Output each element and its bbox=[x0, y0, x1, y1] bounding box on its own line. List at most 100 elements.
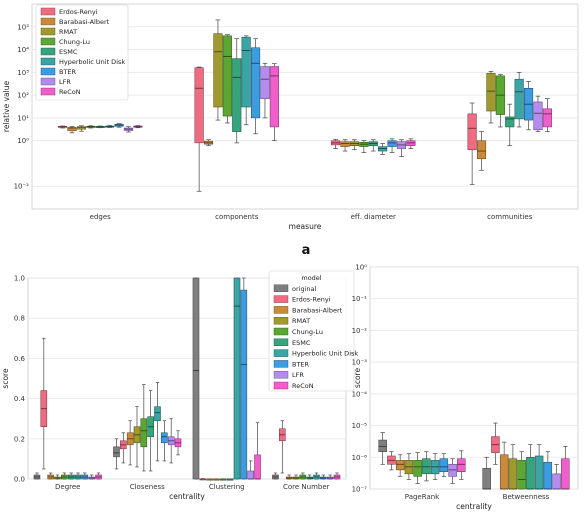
box-eff-diameter-barabasi-albert bbox=[340, 141, 350, 147]
box-components-rmat bbox=[213, 33, 223, 108]
box-betweenness-original bbox=[482, 468, 491, 490]
legend-label-erdos-renyi: Erdos-Renyi bbox=[59, 8, 98, 16]
box-closeness-original bbox=[113, 446, 120, 458]
box-communities-recon bbox=[542, 108, 552, 128]
x-tick-label-core-number: Core Number bbox=[283, 483, 330, 491]
legend-label-rmat: RMAT bbox=[59, 28, 77, 36]
y-tick-label: 10⁴ bbox=[17, 46, 29, 54]
x-tick-label-components: components bbox=[215, 213, 259, 221]
y-tick-label: 10¹ bbox=[17, 114, 29, 122]
box-pagerank-original bbox=[378, 439, 387, 452]
legend-swatch-erdos-renyi bbox=[40, 7, 56, 16]
box-closeness-hyperbolic-unit-disk bbox=[154, 406, 161, 421]
legend-label-recon: ReCoN bbox=[59, 88, 81, 96]
box-pagerank-barabasi-albert bbox=[395, 460, 405, 471]
legend-swatch-original bbox=[273, 284, 289, 292]
legend-swatch-chung-lu bbox=[273, 327, 289, 336]
legend-label-original: original bbox=[292, 285, 316, 293]
x-tick-label-eff-diameter: eff. diameter bbox=[351, 213, 396, 221]
x-axis-label: measure bbox=[289, 222, 322, 231]
box-pagerank-bter bbox=[439, 458, 449, 472]
y-tick-label: 10⁻¹ bbox=[352, 295, 368, 303]
box-pagerank-recon bbox=[457, 458, 466, 472]
box-clustering-recon bbox=[254, 454, 261, 480]
legend-swatch-recon bbox=[40, 87, 56, 96]
legend-swatch-rmat bbox=[273, 317, 289, 325]
y-tick-label: 10⁻⁶ bbox=[352, 454, 368, 462]
panel-b-legend bbox=[268, 270, 355, 392]
legend-label-chung-lu: Chung-Lu bbox=[59, 38, 90, 46]
panel-label-a: a bbox=[302, 243, 311, 258]
legend-label-esmc: ESMC bbox=[59, 48, 78, 56]
x-tick-label-communities: communities bbox=[487, 213, 533, 221]
box-edges-rmat bbox=[76, 126, 86, 130]
box-clustering-bter bbox=[240, 289, 248, 480]
box-clustering-hyperbolic-unit-disk bbox=[233, 277, 241, 480]
legend-swatch-hyperbolic-unit-disk bbox=[273, 349, 289, 357]
legend-label-lfr: LFR bbox=[59, 78, 71, 86]
y-tick-label: 10⁻² bbox=[14, 183, 30, 191]
box-edges-barabasi-albert bbox=[67, 127, 77, 132]
legend-label-hyperbolic-unit-disk: Hyperbolic Unit Disk bbox=[292, 350, 358, 358]
box-betweenness-lfr bbox=[552, 473, 561, 490]
box-pagerank-esmc bbox=[422, 458, 431, 475]
box-components-chung-lu bbox=[222, 35, 232, 117]
box-components-esmc bbox=[232, 58, 242, 132]
y-tick-label: 10⁻⁵ bbox=[352, 422, 368, 430]
x-tick-label-betweenness: Betweenness bbox=[503, 493, 550, 501]
box-communities-lfr bbox=[533, 101, 543, 131]
box-clustering-lfr bbox=[247, 470, 254, 480]
y-tick-label: 0.2 bbox=[14, 435, 25, 443]
x-tick-label-degree: Degree bbox=[55, 483, 80, 491]
box-components-hyperbolic-unit-disk bbox=[241, 36, 251, 108]
x-tick-label-closeness: Closeness bbox=[130, 483, 165, 491]
box-betweenness-esmc bbox=[526, 457, 535, 490]
box-betweenness-chung-lu bbox=[517, 460, 526, 490]
legend-label-hyperbolic-unit-disk: Hyperbolic Unit Disk bbox=[59, 58, 125, 66]
y-tick-label: 10⁻⁷ bbox=[352, 486, 368, 494]
panel-c-plot-area bbox=[369, 266, 579, 490]
box-communities-esmc bbox=[505, 116, 515, 128]
legend-swatch-barabasi-albert bbox=[40, 17, 56, 26]
legend-label-esmc: ESMC bbox=[292, 339, 311, 347]
legend-title: model bbox=[301, 274, 321, 282]
legend-swatch-bter bbox=[273, 360, 289, 368]
legend-label-bter: BTER bbox=[59, 68, 77, 76]
panel-a-legend-frame bbox=[35, 4, 129, 101]
box-betweenness-recon bbox=[561, 458, 570, 490]
legend-swatch-lfr bbox=[273, 371, 289, 379]
y-tick-label: 0.4 bbox=[14, 395, 26, 403]
box-betweenness-hyperbolic-unit-disk bbox=[534, 455, 544, 490]
legend-swatch-esmc bbox=[273, 338, 289, 346]
box-communities-rmat bbox=[486, 73, 496, 112]
box-communities-erdos-renyi bbox=[467, 113, 477, 150]
panel-b-legend-frame bbox=[268, 270, 355, 392]
box-betweenness-bter bbox=[543, 461, 553, 490]
legend-label-rmat: RMAT bbox=[292, 317, 310, 325]
legend-label-barabasi-albert: Barabasi-Albert bbox=[59, 18, 110, 26]
panel-a-legend bbox=[35, 4, 129, 101]
box-closeness-chung-lu bbox=[140, 418, 148, 448]
y-tick-label: 0.8 bbox=[14, 315, 25, 323]
x-tick-label-clustering: Clustering bbox=[209, 483, 245, 491]
legend-label-erdos-renyi: Erdos-Renyi bbox=[292, 296, 331, 304]
y-tick-label: 1.0 bbox=[14, 275, 25, 283]
y-tick-label: 10⁵ bbox=[17, 23, 29, 31]
box-components-lfr bbox=[260, 66, 270, 99]
box-components-bter bbox=[251, 47, 261, 119]
box-betweenness-barabasi-albert bbox=[499, 454, 509, 490]
y-tick-label: 0.0 bbox=[14, 476, 25, 484]
legend-label-lfr: LFR bbox=[292, 371, 304, 379]
legend-swatch-recon bbox=[273, 381, 289, 390]
y-axis-label: relative value bbox=[2, 81, 11, 133]
y-tick-label: 10² bbox=[17, 92, 29, 100]
box-communities-barabasi-albert bbox=[476, 140, 487, 160]
x-tick-label-edges: edges bbox=[90, 213, 112, 221]
y-tick-label: 10⁰ bbox=[355, 264, 367, 272]
legend-swatch-chung-lu bbox=[40, 37, 56, 46]
y-axis-label: score bbox=[353, 368, 362, 389]
legend-swatch-barabasi-albert bbox=[273, 306, 289, 314]
box-eff-diameter-bter bbox=[387, 140, 397, 147]
legend-swatch-lfr bbox=[40, 77, 56, 86]
y-axis-label: score bbox=[1, 368, 10, 389]
